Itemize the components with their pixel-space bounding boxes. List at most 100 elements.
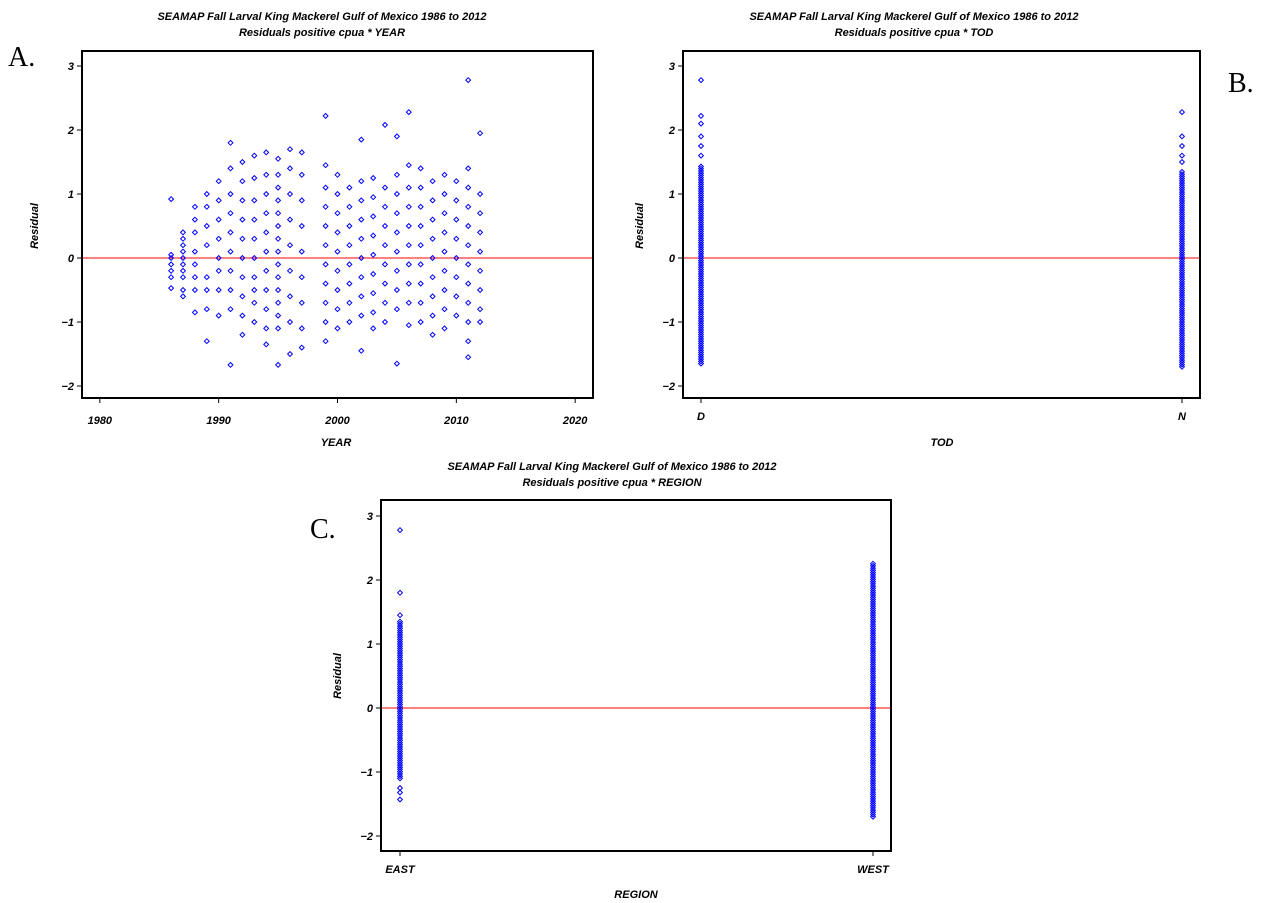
residual-point: [358, 178, 365, 185]
panel-label-c: C.: [310, 514, 336, 545]
residual-point: [381, 280, 389, 287]
residual-point: [417, 165, 424, 172]
residual-point: [441, 306, 448, 313]
y-tick-label: 2: [366, 575, 373, 587]
residual-point: [1178, 108, 1186, 116]
residual-point: [429, 331, 436, 338]
residual-point: [697, 120, 705, 127]
residual-point: [405, 280, 412, 287]
residual-point: [298, 274, 305, 281]
x-tick-label: EAST: [385, 864, 416, 876]
residual-point: [227, 210, 234, 217]
residual-point: [405, 299, 412, 306]
residual-point: [697, 152, 705, 159]
residual-point: [263, 306, 270, 313]
residual-point: [370, 251, 377, 258]
panel-a-points: [167, 76, 484, 369]
residual-point: [370, 290, 377, 297]
residual-point: [274, 235, 282, 242]
residual-point: [203, 306, 210, 313]
residual-point: [370, 174, 377, 182]
residual-point: [346, 222, 353, 230]
residual-point: [251, 152, 258, 159]
residual-point: [274, 325, 282, 332]
y-tick-label: 1: [68, 189, 74, 201]
residual-point: [334, 248, 341, 255]
panel-a-ylabel: Residual: [29, 202, 41, 249]
residual-point: [215, 235, 222, 242]
panel-a-chart: SEAMAP Fall Larval King Mackerel Gulf of…: [8, 11, 594, 449]
panel-a-y-axis: −2 −1 0 1 2 3: [61, 61, 82, 393]
residual-point: [274, 197, 282, 204]
residual-point: [239, 293, 246, 300]
residual-point: [203, 203, 210, 210]
residual-point: [286, 146, 294, 153]
residual-point: [263, 325, 270, 332]
residual-point: [358, 347, 365, 354]
residual-point: [465, 76, 472, 84]
residual-point: [346, 242, 353, 249]
y-tick-label: 1: [669, 189, 675, 201]
residual-point: [167, 251, 175, 258]
x-tick-label: 1990: [206, 415, 231, 427]
residual-point: [167, 261, 175, 268]
panel-a-title: SEAMAP Fall Larval King Mackerel Gulf of…: [157, 11, 486, 23]
residual-point: [274, 261, 282, 268]
residual-point: [465, 165, 472, 172]
panel-b-y-axis: −2 −1 0 1 2 3: [662, 61, 683, 393]
residual-point: [381, 318, 389, 326]
residual-point: [239, 235, 246, 242]
residual-point: [227, 306, 234, 313]
residual-point: [358, 197, 365, 204]
residual-point: [239, 197, 246, 204]
residual-point: [251, 299, 258, 306]
y-tick-label: 0: [367, 703, 374, 715]
residual-point: [393, 171, 401, 178]
residual-point: [239, 216, 246, 223]
residual-point: [405, 184, 412, 191]
y-tick-label: −1: [360, 767, 373, 779]
residual-point: [396, 796, 404, 803]
residual-point: [191, 248, 199, 255]
residual-point: [251, 254, 258, 262]
residual-point: [203, 338, 210, 345]
y-tick-label: 3: [68, 61, 74, 73]
residual-point: [1178, 168, 1186, 176]
residual-point: [465, 261, 472, 268]
residual-point: [179, 229, 187, 236]
residual-point: [286, 267, 294, 274]
residual-point: [393, 133, 401, 140]
residual-point: [429, 293, 436, 300]
residual-point: [274, 248, 282, 255]
residual-point: [370, 309, 377, 316]
y-tick-label: 3: [367, 511, 373, 523]
residual-point: [167, 195, 175, 203]
residual-point: [203, 242, 210, 249]
panel-c-x-axis: EAST WEST: [385, 851, 890, 876]
residual-point: [251, 286, 258, 294]
panel-c-ylabel: Residual: [332, 652, 344, 699]
residual-point: [476, 306, 484, 313]
residual-point: [393, 306, 401, 313]
y-tick-label: 2: [67, 125, 74, 137]
residual-point: [203, 274, 210, 281]
residual-point: [322, 184, 329, 191]
residual-point: [251, 318, 258, 326]
residual-point: [286, 242, 294, 249]
residual-point: [346, 261, 353, 268]
residual-point: [334, 306, 341, 313]
residual-point: [191, 261, 199, 268]
residual-point: [239, 158, 246, 166]
residual-point: [227, 267, 234, 274]
residual-point: [274, 274, 282, 281]
residual-point: [322, 162, 329, 169]
panel-label-a: A.: [8, 42, 35, 73]
residual-point: [429, 235, 436, 242]
residual-point: [405, 322, 412, 329]
residual-point: [239, 274, 246, 281]
residual-point: [298, 171, 305, 178]
residual-point: [298, 149, 305, 156]
y-tick-label: −2: [360, 831, 373, 843]
residual-point: [476, 267, 484, 274]
residual-point: [263, 171, 270, 178]
